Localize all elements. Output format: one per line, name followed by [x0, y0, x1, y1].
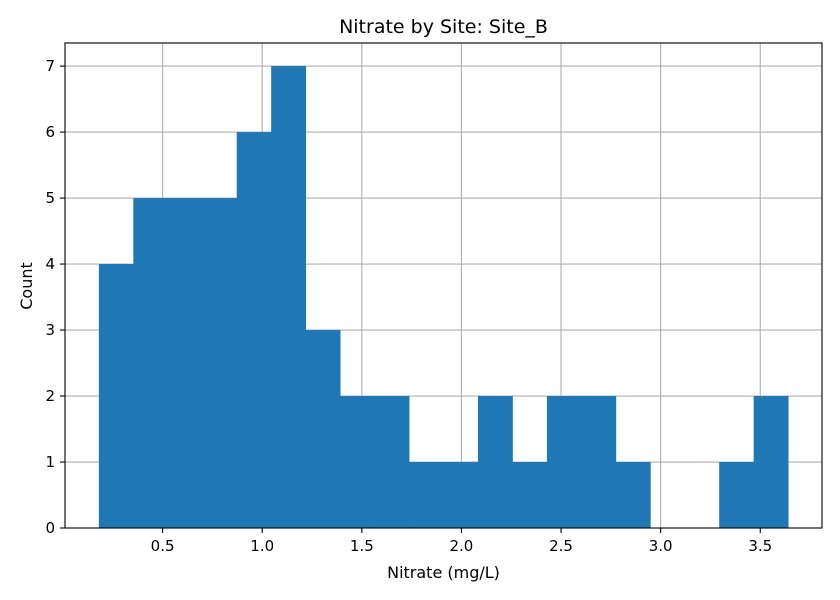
histogram-bar	[202, 198, 238, 528]
y-tick-label: 3	[45, 321, 55, 339]
histogram-bar	[167, 198, 203, 528]
y-axis-label: Count	[17, 262, 36, 310]
histogram-bar	[271, 66, 307, 528]
y-tick-label: 0	[45, 519, 55, 537]
histogram-bar	[581, 396, 617, 528]
histogram-bar	[753, 396, 789, 528]
plot-frame	[64, 42, 823, 529]
x-tick-label: 2.0	[449, 537, 473, 555]
x-tick-label: 0.5	[151, 537, 175, 555]
histogram-bar	[305, 330, 341, 528]
x-tick-label: 3.0	[649, 537, 673, 555]
histogram-bar	[477, 396, 513, 528]
x-tick-label: 1.5	[350, 537, 374, 555]
y-tick-label: 4	[45, 255, 55, 273]
y-tick-label: 5	[45, 189, 55, 207]
histogram-bars	[98, 66, 789, 528]
histogram-bar	[133, 198, 169, 528]
axis-ticks: 0.5 1.0 1.5 2.0 2.5 3.0 3.5 0 1 2 3 4 5 6 7	[45, 57, 772, 555]
histogram-bar	[615, 462, 651, 528]
histogram-bar	[443, 462, 479, 528]
y-tick-label: 2	[45, 387, 55, 405]
x-tick-label: 3.5	[748, 537, 772, 555]
x-tick-label: 1.0	[250, 537, 274, 555]
histogram-bar	[340, 396, 375, 528]
y-tick-label: 6	[45, 123, 55, 141]
histogram-bar	[98, 264, 134, 528]
y-tick-label: 7	[45, 57, 55, 75]
axes-frame	[64, 42, 823, 529]
histogram-bar	[236, 132, 272, 528]
histogram-bar	[546, 396, 582, 528]
histogram-bar	[409, 462, 444, 528]
histogram-bar	[719, 462, 755, 528]
histogram-bar	[512, 462, 548, 528]
x-axis-label: Nitrate (mg/L)	[387, 563, 500, 582]
histogram-bar	[374, 396, 410, 528]
chart-title: Nitrate by Site: Site_B	[339, 16, 548, 38]
x-tick-label: 2.5	[549, 537, 573, 555]
y-tick-label: 1	[45, 453, 55, 471]
